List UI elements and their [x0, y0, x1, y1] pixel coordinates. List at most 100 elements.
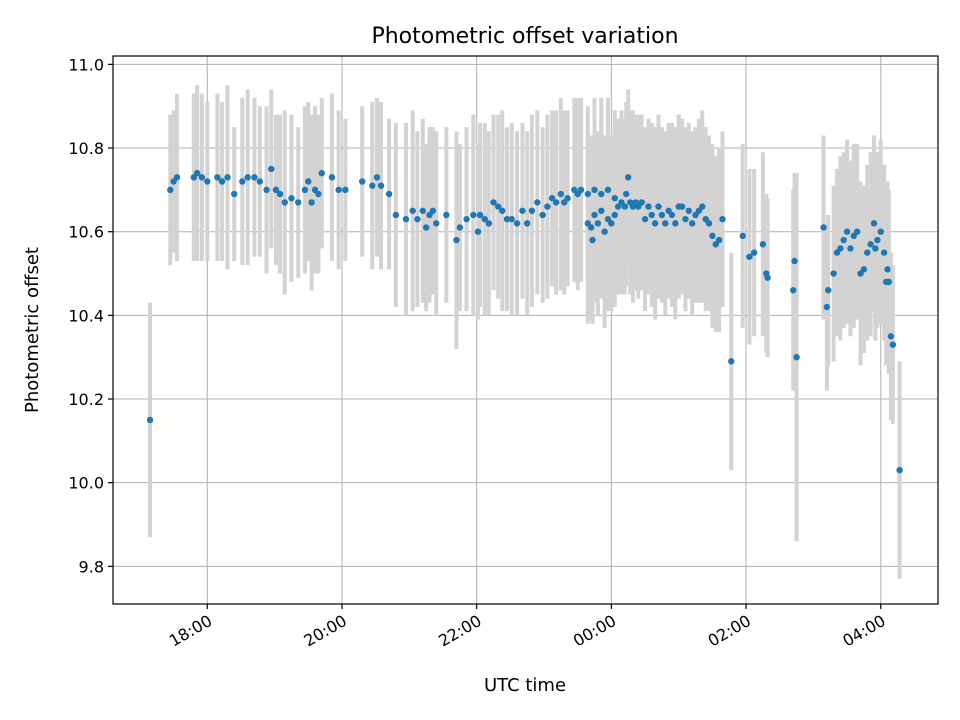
data-point	[638, 199, 645, 206]
data-point	[847, 245, 854, 252]
data-point	[584, 190, 591, 198]
data-point	[281, 199, 288, 206]
data-point	[790, 287, 797, 294]
data-point	[621, 203, 629, 210]
data-point	[867, 241, 874, 248]
data-point	[305, 178, 312, 185]
data-point	[840, 236, 847, 244]
data-point	[843, 228, 851, 235]
data-point	[791, 257, 798, 265]
data-point	[503, 215, 511, 223]
data-point	[885, 278, 893, 286]
data-point	[591, 186, 598, 194]
data-point	[204, 178, 211, 185]
data-point	[315, 190, 322, 198]
data-point	[793, 353, 800, 361]
data-point	[577, 186, 585, 194]
data-point	[342, 186, 349, 194]
data-point	[739, 232, 746, 240]
data-point	[598, 207, 605, 214]
data-point	[422, 224, 430, 231]
data-point	[655, 203, 662, 210]
data-point	[853, 228, 861, 235]
x-axis-label: UTC time	[484, 675, 566, 696]
data-point	[443, 211, 450, 219]
data-point	[463, 215, 470, 223]
data-point	[224, 174, 231, 181]
data-point	[682, 215, 689, 223]
data-point	[651, 220, 659, 227]
data-point	[539, 211, 546, 219]
data-point	[474, 228, 482, 235]
data-point	[456, 224, 464, 231]
chart-title: Photometric offset variation	[371, 24, 678, 49]
data-point	[409, 207, 416, 214]
data-point	[308, 199, 315, 206]
data-point	[519, 207, 526, 214]
data-point	[699, 203, 706, 210]
data-point	[594, 220, 602, 227]
data-point	[534, 199, 541, 206]
data-point	[672, 220, 679, 227]
data-point	[392, 211, 400, 219]
data-point	[414, 215, 421, 223]
y-axis-label: Photometric offset	[22, 247, 43, 413]
y-tick-label: 10.2	[68, 390, 104, 409]
data-point	[485, 220, 492, 227]
data-point	[611, 195, 618, 202]
data-point	[715, 236, 723, 244]
data-point	[377, 182, 385, 189]
data-point	[276, 190, 284, 198]
data-point	[429, 207, 437, 214]
data-point	[214, 174, 221, 181]
data-point	[193, 169, 201, 177]
data-point	[685, 207, 693, 214]
data-point	[719, 215, 726, 223]
data-point	[328, 174, 336, 181]
data-point	[874, 236, 881, 244]
data-point	[825, 287, 832, 294]
data-point	[167, 186, 174, 194]
data-point	[318, 169, 325, 177]
data-point	[611, 211, 618, 219]
data-point	[645, 203, 652, 210]
data-point	[251, 174, 258, 181]
data-point	[513, 220, 521, 227]
y-tick-label: 10.4	[68, 306, 104, 325]
data-point	[662, 220, 669, 227]
data-point	[823, 303, 831, 311]
data-point	[764, 274, 771, 281]
data-point	[231, 190, 238, 198]
data-point	[490, 199, 497, 206]
data-point	[709, 232, 716, 240]
data-point	[877, 228, 884, 235]
data-point	[880, 249, 888, 256]
data-points	[146, 165, 903, 474]
data-point	[433, 220, 440, 227]
data-point	[648, 211, 655, 219]
data-point	[864, 249, 871, 256]
data-point	[146, 416, 154, 424]
data-point	[453, 236, 460, 244]
data-point	[499, 207, 506, 214]
data-point	[301, 186, 309, 194]
data-point	[557, 190, 565, 198]
data-point	[658, 211, 666, 219]
data-point	[295, 199, 302, 206]
data-point	[523, 220, 531, 227]
data-point	[887, 333, 895, 340]
data-point	[268, 165, 275, 173]
data-point	[678, 203, 686, 210]
data-point	[476, 211, 484, 219]
data-point	[369, 182, 376, 189]
data-point	[688, 220, 696, 227]
data-point	[481, 215, 488, 223]
data-point	[272, 186, 280, 194]
data-point	[495, 203, 502, 210]
data-point	[552, 199, 560, 206]
data-point	[385, 190, 393, 198]
data-point	[244, 174, 251, 181]
data-point	[896, 466, 903, 474]
